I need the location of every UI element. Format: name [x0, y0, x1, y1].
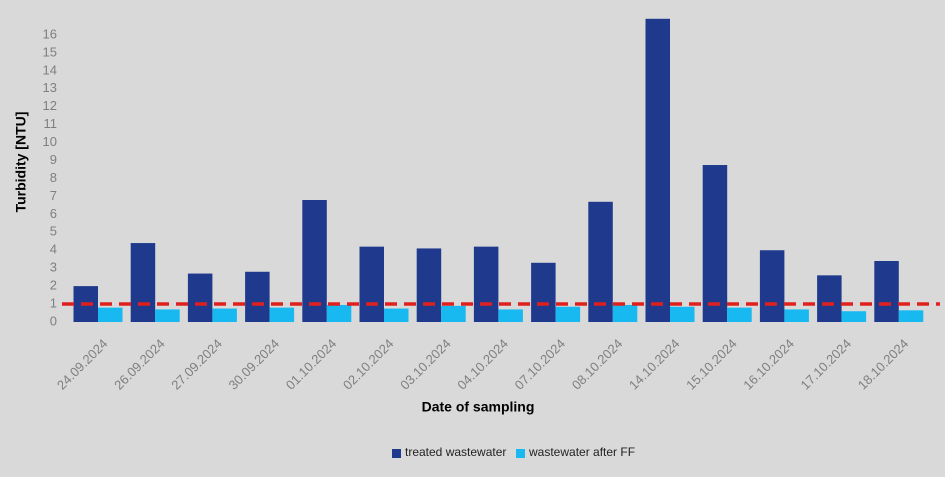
bar [302, 200, 327, 322]
x-tick-label: 02.10.2024 [340, 336, 397, 393]
y-tick-label: 3 [50, 260, 57, 275]
bar [384, 308, 409, 322]
y-tick-label: 7 [50, 188, 57, 203]
y-tick-label: 6 [50, 206, 57, 221]
bar [531, 262, 556, 322]
bar [670, 306, 695, 322]
y-axis-title: Turbidity [NTU] [13, 112, 29, 213]
bar [155, 309, 180, 322]
bar [784, 309, 809, 322]
bar [359, 246, 384, 322]
y-tick-label: 1 [50, 295, 57, 310]
bar [187, 273, 213, 322]
bar [130, 243, 156, 322]
bar [588, 201, 613, 322]
y-tick-label: 13 [43, 80, 57, 95]
x-tick-label: 14.10.2024 [626, 336, 683, 393]
bar [498, 309, 523, 322]
legend-label: treated wastewater [405, 445, 506, 459]
bar [727, 307, 752, 322]
x-tick-label: 24.09.2024 [54, 336, 111, 393]
bar [441, 305, 466, 322]
bar [817, 275, 842, 322]
legend-swatch [392, 449, 401, 458]
bar [841, 311, 867, 322]
bar [473, 246, 499, 322]
x-tick-label: 01.10.2024 [283, 336, 340, 393]
x-tick-label: 26.09.2024 [111, 336, 168, 393]
y-tick-label: 16 [43, 26, 57, 41]
bar [898, 310, 924, 322]
x-tick-label: 16.10.2024 [740, 336, 797, 393]
x-tick-label: 17.10.2024 [798, 336, 855, 393]
bar [98, 307, 123, 322]
y-tick-label: 11 [44, 116, 58, 131]
bar [612, 304, 638, 322]
bar [212, 308, 237, 322]
bar [645, 18, 670, 322]
y-tick-label: 10 [43, 134, 57, 149]
bar [702, 165, 728, 322]
legend-swatch [516, 449, 525, 458]
x-tick-label: 07.10.2024 [512, 336, 569, 393]
legend-label: wastewater after FF [528, 445, 635, 459]
bar [759, 250, 785, 322]
x-tick-label: 03.10.2024 [397, 336, 454, 393]
y-tick-label: 0 [50, 313, 57, 328]
x-tick-label: 15.10.2024 [683, 336, 740, 393]
bar [416, 248, 442, 322]
x-axis-title: Date of sampling [422, 399, 535, 415]
y-tick-label: 14 [43, 62, 57, 77]
bar [245, 271, 270, 322]
bar [874, 261, 899, 322]
x-tick-label: 08.10.2024 [569, 336, 626, 393]
y-tick-label: 15 [43, 44, 57, 59]
x-tick-label: 18.10.2024 [855, 336, 912, 393]
x-tick-label: 30.09.2024 [226, 336, 283, 393]
bar [326, 304, 352, 322]
y-tick-label: 5 [50, 224, 57, 239]
y-tick-label: 2 [50, 278, 57, 293]
bar [269, 307, 295, 322]
y-tick-label: 8 [50, 170, 57, 185]
y-tick-label: 12 [43, 98, 57, 113]
y-tick-label: 4 [50, 242, 57, 257]
x-tick-label: 27.09.2024 [168, 336, 225, 393]
y-tick-label: 9 [50, 152, 57, 167]
bar [555, 306, 581, 322]
x-tick-label: 04.10.2024 [454, 336, 511, 393]
